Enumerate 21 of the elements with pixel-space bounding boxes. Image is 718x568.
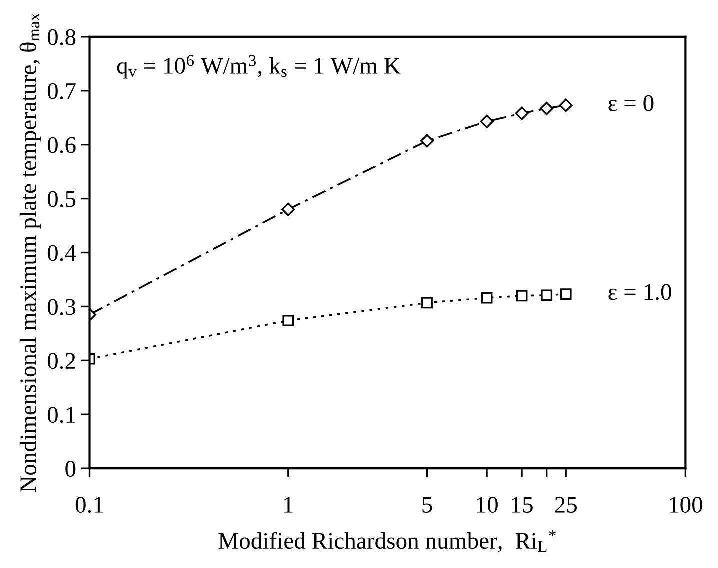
text: q$_{v}$ = 10$^{6}$ W/m$^{3}$, k$_{s}$ = 1 W/m K <box>117 55 401 79</box>
x-tick-label: 10 <box>477 497 498 513</box>
y-tick-label: 0.2 <box>48 353 76 370</box>
y-axis-title: Nondimensional maximum plate temperature, θ$_{max}$ <box>20 13 42 492</box>
x-tick-label: 25 <box>555 497 577 513</box>
x-tick-label: 0.1 <box>76 497 104 514</box>
y-tick-label: 0.3 <box>48 299 76 316</box>
x-tick-label: 1 <box>284 497 293 513</box>
y-tick-label: 0.8 <box>48 29 76 46</box>
x-axis-title: Modified Richardson number, Ri$_{L}$$^{*}$ <box>218 530 556 552</box>
y-tick-label: 0.7 <box>48 83 76 100</box>
series-label: ε = 0 <box>608 95 654 112</box>
x-tick-label: 5 <box>422 497 432 513</box>
y-tick-label: 0.1 <box>48 407 76 424</box>
y-tick-label: 0.6 <box>48 137 76 154</box>
series-label: ε = 1.0 <box>608 284 672 300</box>
y-tick-label: 0.5 <box>48 191 76 208</box>
x-tick-label: 100 <box>670 497 702 513</box>
x-tick-label: 15 <box>512 497 533 513</box>
y-tick-label: 0.4 <box>48 245 76 262</box>
y-tick-label: 0 <box>66 461 76 478</box>
